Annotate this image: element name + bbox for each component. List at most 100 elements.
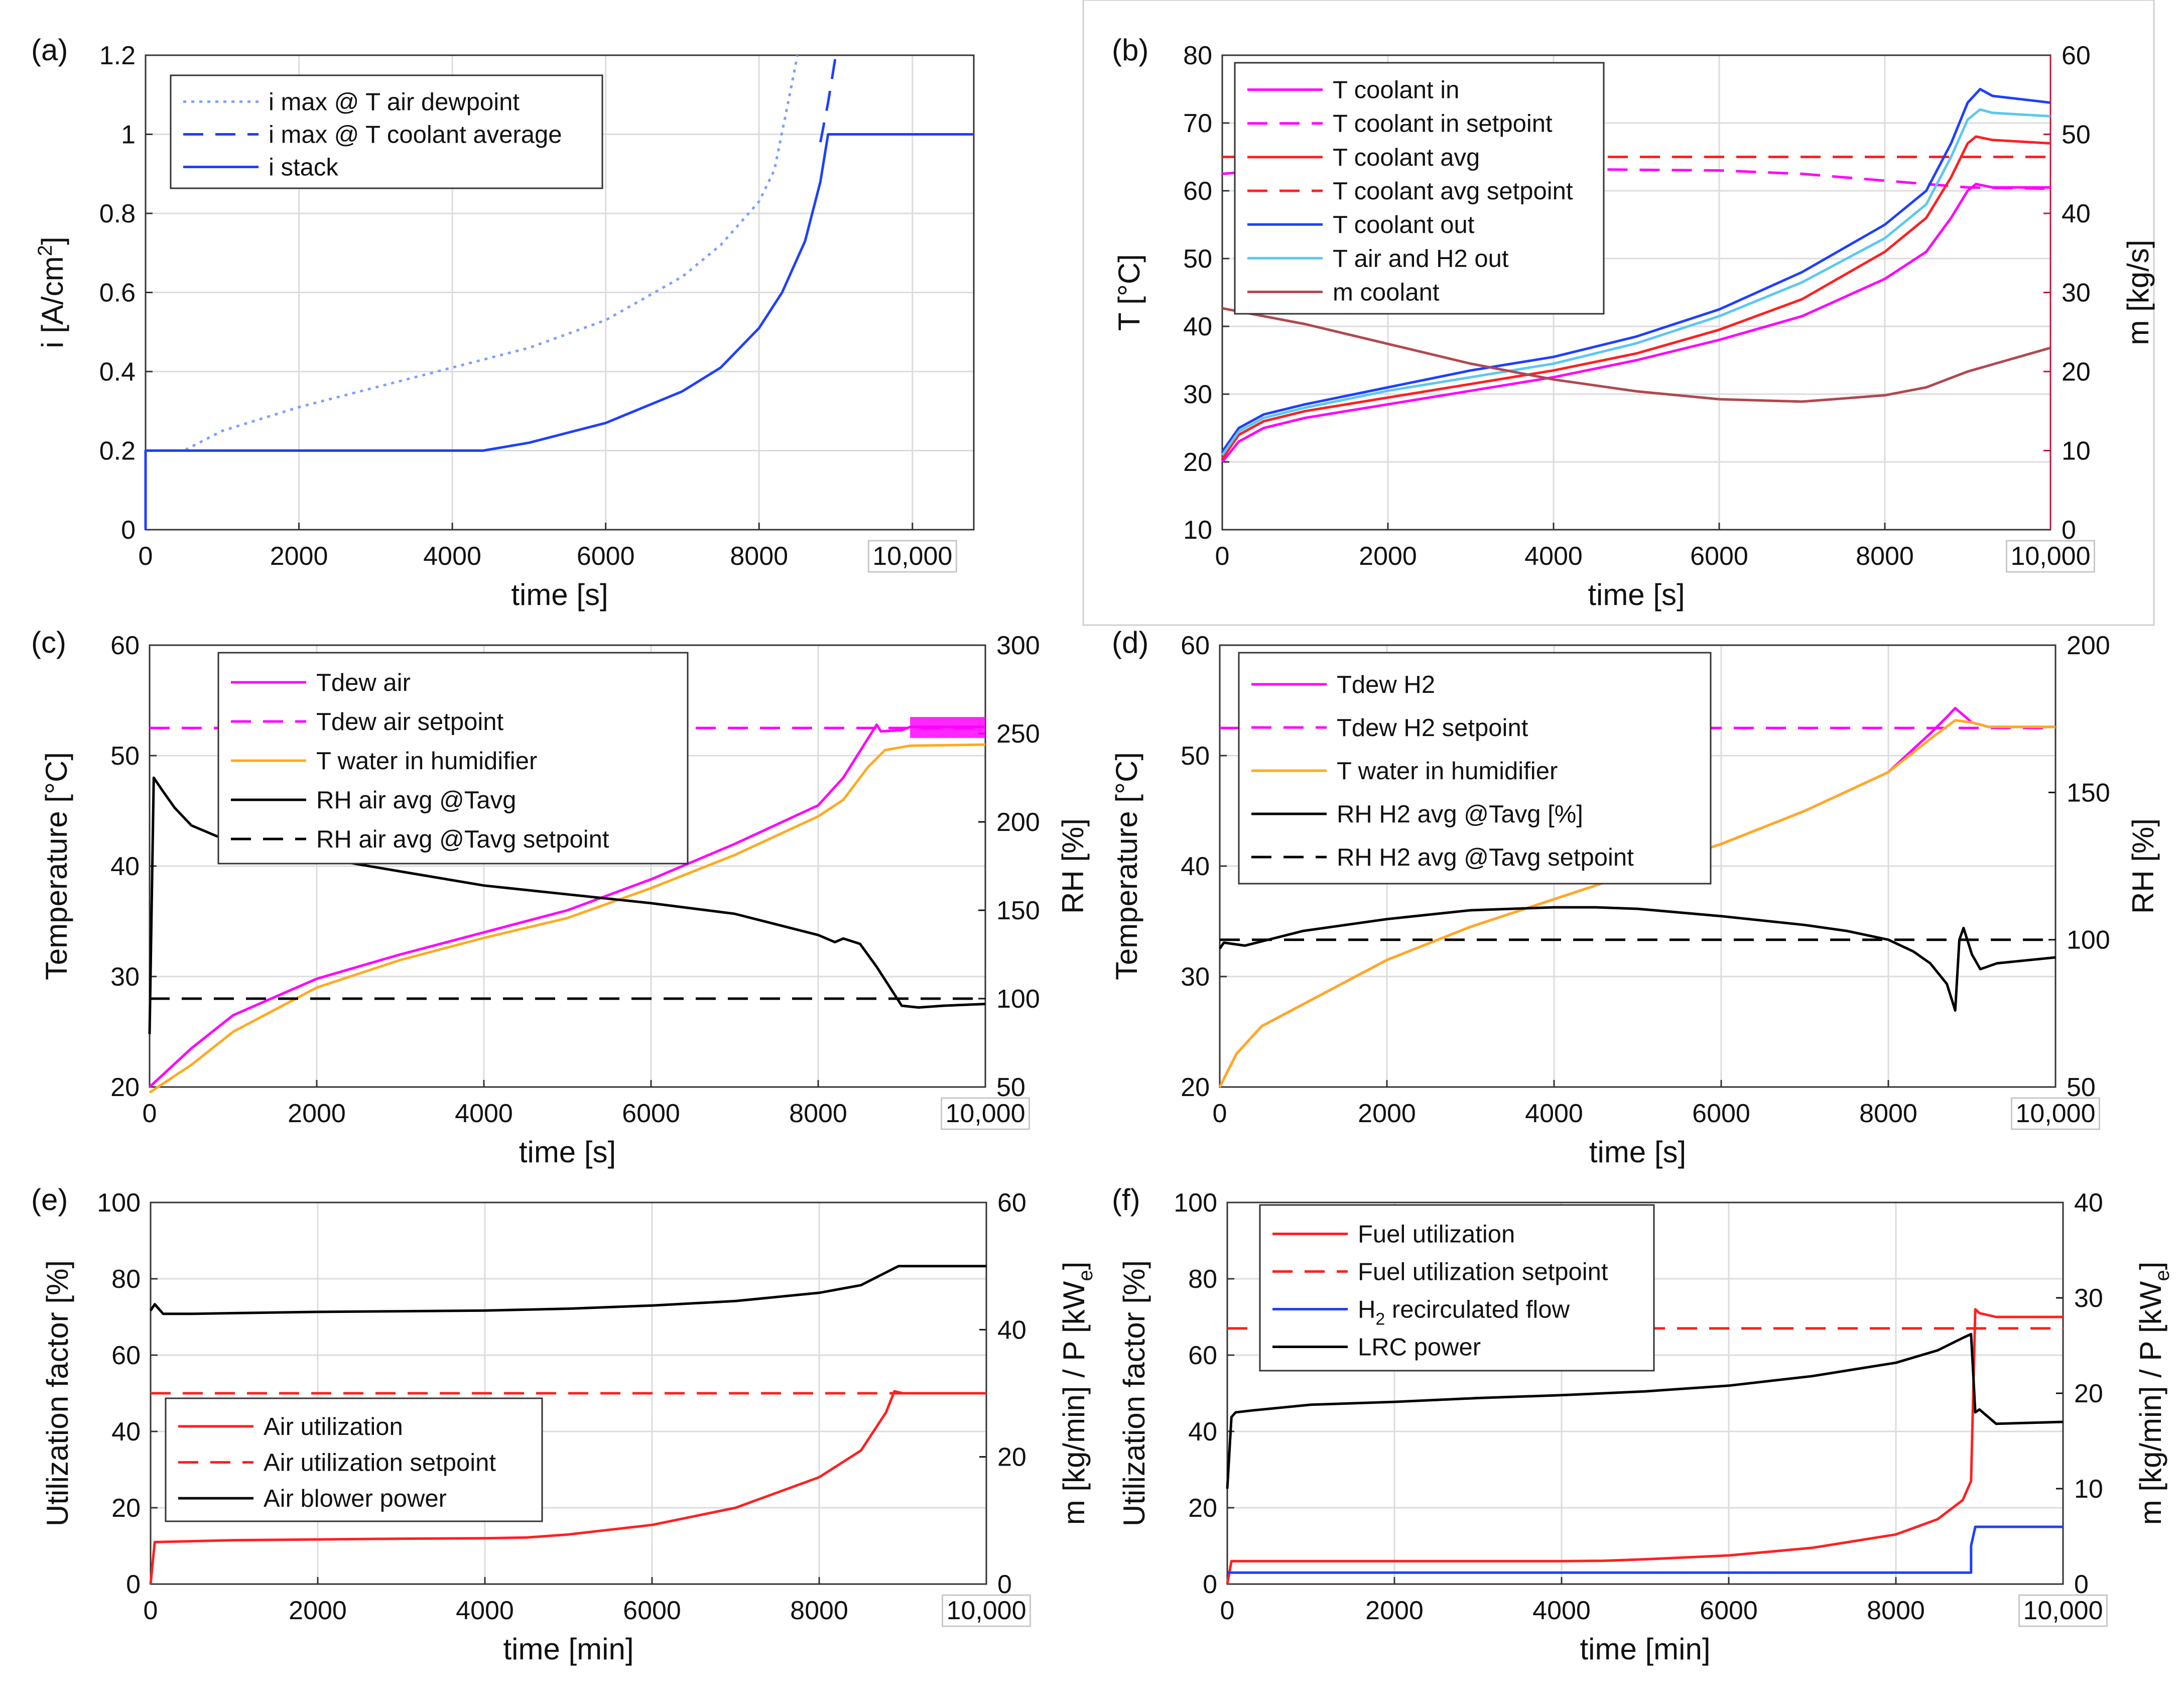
legend-box (1238, 652, 1712, 885)
x-tick-label: 10,000 (2015, 1099, 2095, 1128)
legend-entry: RH H2 avg @Tavg setpoint (1337, 844, 1634, 871)
x-tick-label: 4000 (423, 542, 481, 571)
y-right-axis-label: m [kg/min] / P [kWe] (1057, 1262, 1097, 1525)
x-tick-label: 8000 (1867, 1596, 1925, 1625)
y-right-tick-label: 20 (2062, 357, 2091, 387)
y-right-tick-label: 10 (2062, 437, 2091, 466)
legend-entry: Fuel utilization (1358, 1221, 1515, 1248)
x-axis-label: time [s] (1588, 578, 1685, 612)
legend: i max @ T air dewpoint i max @ T coolant … (170, 74, 603, 189)
legend: Air utilization Air utilization setpoint A… (165, 1397, 543, 1522)
legend-entry: i stack (269, 154, 338, 181)
x-tick-label: 6000 (623, 1596, 681, 1625)
y-tick-label: 70 (1183, 109, 1212, 138)
y-tick-label: 60 (1181, 631, 1210, 660)
legend: Tdew air Tdew air setpoint T water in humi… (217, 652, 689, 865)
y-tick-label: 80 (111, 1265, 141, 1294)
x-tick-label-box (2006, 540, 2095, 573)
legend-entry: m coolant (1333, 279, 1440, 306)
y-tick-label: 20 (1181, 1073, 1210, 1102)
legend: Tdew H2 Tdew H2 setpoint T water in humidi… (1238, 652, 1712, 885)
panel-label: (b) (1112, 33, 1148, 67)
y-right-tick-label: 150 (2067, 778, 2110, 807)
legend-entry: T water in humidifier (316, 748, 537, 775)
y-tick-label: 100 (1174, 1188, 1217, 1218)
panel-label: (e) (31, 1183, 68, 1217)
y-right-tick-label: 200 (996, 808, 1040, 837)
x-tick-label: 10,000 (946, 1596, 1026, 1625)
x-tick-label: 2000 (270, 542, 328, 571)
x-tick-label: 4000 (1525, 1099, 1583, 1128)
x-tick-label: 8000 (1856, 542, 1914, 571)
legend-entry: T coolant avg setpoint (1333, 178, 1573, 205)
y-axis-label: Utilization factor [%] (41, 1260, 74, 1526)
y-right-tick-label: 50 (996, 1073, 1025, 1102)
legend-entry: i max @ T air dewpoint (269, 89, 520, 116)
series-line-2 (1227, 1525, 2063, 1574)
y-tick-label: 60 (110, 631, 140, 660)
y-right-tick-label: 100 (996, 985, 1040, 1014)
y-tick-label: 0.2 (99, 437, 136, 466)
plot-frame (1226, 1201, 2064, 1585)
y-right-tick-label: 50 (2062, 120, 2091, 150)
panel-label: (f) (1112, 1183, 1140, 1217)
legend-entry: RH H2 avg @Tavg [%] (1337, 801, 1583, 828)
y-tick-label: 1.2 (99, 41, 136, 70)
y-right-tick-label: 30 (2062, 279, 2091, 308)
y-right-tick-label: 0 (997, 1570, 1012, 1599)
series-line-3 (148, 776, 986, 1034)
y-tick-label: 100 (97, 1188, 141, 1218)
chart-b: 0 2000 4000 6000 8000 10,000 10 20 30 40 50 60 70 80 0… (1112, 33, 2155, 612)
y-right-tick-label: 300 (996, 631, 1040, 660)
x-tick-label: 4000 (1524, 542, 1583, 571)
x-tick-label-box (2018, 1594, 2108, 1627)
series-line-4 (1221, 88, 2051, 453)
x-tick-label: 0 (1220, 1596, 1235, 1625)
series-line-6 (1222, 307, 2051, 403)
legend-entry: Tdew air (316, 669, 411, 696)
series-line-2 (1221, 135, 2051, 459)
y-right-axis-label: m [kg/min] / P [kWe] (2134, 1262, 2173, 1525)
y-tick-label: 40 (110, 852, 140, 881)
y-right-tick-label: 10 (2074, 1475, 2103, 1504)
x-tick-label: 4000 (456, 1596, 514, 1625)
x-tick-label: 6000 (577, 542, 635, 571)
series-line-0 (149, 1390, 986, 1585)
legend-entry: Air utilization setpoint (264, 1450, 496, 1477)
legend-entry: Air utilization (264, 1413, 403, 1440)
y-tick-label: 60 (1188, 1341, 1217, 1370)
y-right-tick-label: 100 (2067, 926, 2110, 955)
x-tick-label: 8000 (789, 1099, 847, 1128)
legend-entry: T coolant out (1333, 211, 1475, 238)
y-tick-label: 40 (1181, 852, 1210, 881)
x-tick-label-box (2011, 1097, 2100, 1130)
y-tick-label: 20 (1183, 448, 1212, 477)
y-tick-label: 60 (1183, 177, 1212, 206)
y-tick-label: 1 (121, 120, 136, 150)
x-tick-label: 2000 (288, 1099, 346, 1128)
x-tick-label: 6000 (1690, 542, 1748, 571)
y-tick-label: 50 (110, 742, 140, 771)
legend-entry: Tdew air setpoint (316, 708, 504, 736)
series-line-5 (1221, 108, 2051, 456)
series-line-0 (149, 723, 985, 1088)
y-tick-label: 30 (1183, 380, 1212, 409)
y-right-tick-label: 60 (997, 1188, 1026, 1218)
x-tick-label: 2000 (1359, 542, 1417, 571)
y-tick-label: 60 (111, 1341, 141, 1370)
x-tick-label-box (941, 1097, 1030, 1130)
chart-d: 0 2000 4000 6000 8000 10,000 20 30 40 50 60 50 100 15… (1110, 626, 2160, 1169)
chart-c: 0 2000 4000 6000 8000 10,000 20 30 40 50 60 50 100 15… (31, 626, 1090, 1169)
y-right-tick-label: 250 (996, 719, 1040, 749)
y-axis-label: Utilization factor [%] (1117, 1260, 1151, 1526)
x-tick-label-box (867, 540, 957, 573)
y-right-tick-label: 0 (2074, 1570, 2089, 1599)
legend: Fuel utilization Fuel utilization setpoin… (1259, 1204, 1655, 1372)
legend-entry: T coolant in setpoint (1333, 110, 1553, 138)
y-tick-label: 0.6 (99, 279, 136, 308)
y-axis-label: Temperature [°C] (40, 752, 73, 980)
x-axis-label: time [min] (1580, 1632, 1710, 1666)
y-right-tick-label: 40 (2074, 1188, 2103, 1218)
panel-label: (a) (31, 33, 68, 67)
